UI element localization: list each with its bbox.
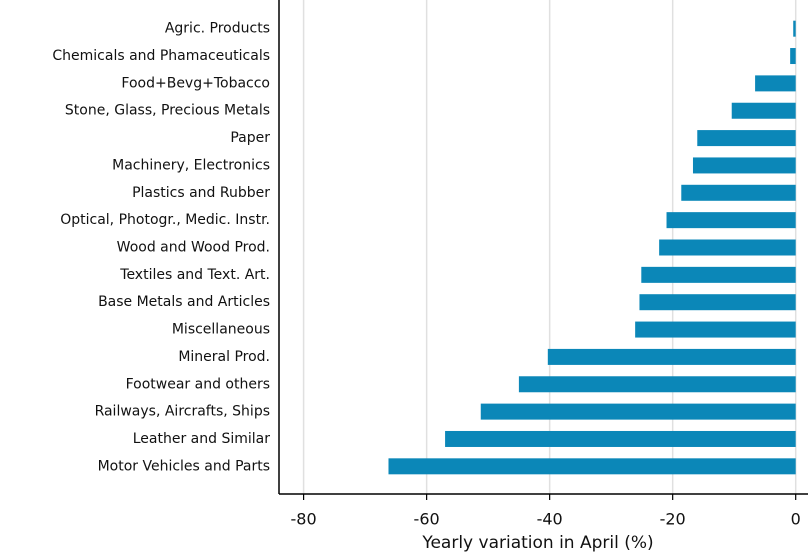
y-tick-label: Paper xyxy=(230,130,270,146)
y-tick-label: Agric. Products xyxy=(165,21,270,37)
x-axis-label: Yearly variation in April (%) xyxy=(421,533,653,553)
bar xyxy=(666,212,796,229)
y-tick-label: Machinery, Electronics xyxy=(112,157,270,173)
y-tick-label: Wood and Wood Prod. xyxy=(117,240,270,256)
y-tick-label: Plastics and Rubber xyxy=(132,185,270,201)
y-tick-label: Chemicals and Phamaceuticals xyxy=(52,48,270,64)
bar xyxy=(388,458,796,475)
y-tick-label: Food+Bevg+Tobacco xyxy=(121,75,270,91)
y-tick-label: Footwear and others xyxy=(126,376,270,392)
bar xyxy=(790,48,796,65)
y-tick-label: Railways, Aircrafts, Ships xyxy=(95,404,270,420)
bar xyxy=(692,157,796,174)
y-tick-label: Motor Vehicles and Parts xyxy=(98,458,270,474)
y-tick-label: Stone, Glass, Precious Metals xyxy=(65,103,270,119)
bar xyxy=(731,102,796,119)
x-tick-label: -80 xyxy=(291,510,317,529)
bar xyxy=(480,403,796,420)
x-tick-label: 0 xyxy=(791,510,801,529)
bar xyxy=(518,376,796,393)
y-tick-label: Base Metals and Articles xyxy=(98,294,270,310)
bar xyxy=(793,20,796,37)
x-tick-label: -20 xyxy=(660,510,686,529)
bar xyxy=(547,348,796,365)
bar xyxy=(697,130,796,147)
y-tick-label: Mineral Prod. xyxy=(178,349,270,365)
bar xyxy=(659,239,796,256)
y-tick-label: Miscellaneous xyxy=(172,322,270,338)
y-tick-label: Leather and Similar xyxy=(133,431,270,447)
bar xyxy=(639,294,796,311)
y-tick-label: Optical, Photogr., Medic. Instr. xyxy=(60,212,270,228)
x-tick-label: -40 xyxy=(537,510,563,529)
bar xyxy=(635,321,796,338)
bar xyxy=(445,430,796,447)
y-tick-label: Textiles and Text. Art. xyxy=(119,267,270,283)
x-tick-label: -60 xyxy=(414,510,440,529)
bar xyxy=(755,75,796,92)
bar xyxy=(681,184,796,201)
bar xyxy=(641,266,796,283)
